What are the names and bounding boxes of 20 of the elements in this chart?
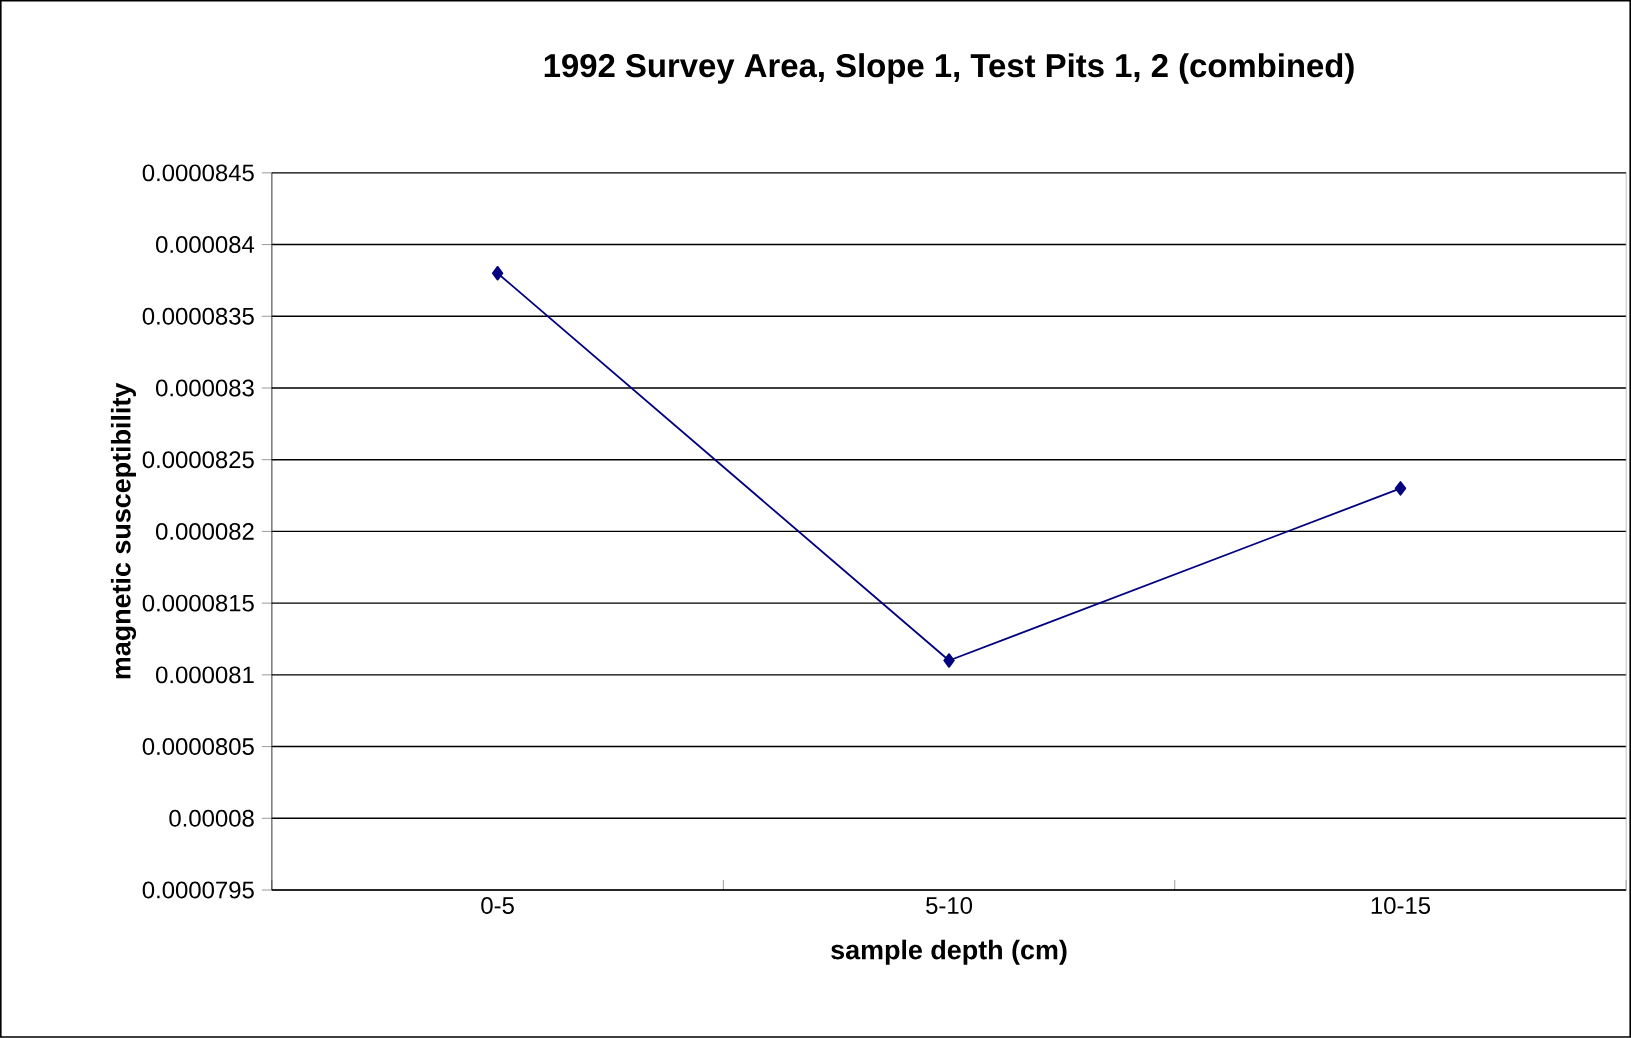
y-tick-label: 0.000084 (156, 236, 255, 254)
chart-title: 1992 Survey Area, Slope 1, Test Pits 1, 2 (combined) (544, 53, 1354, 84)
y-tick-label: 0.000082 (156, 523, 254, 540)
y-tick-label: 0.0000795 (142, 881, 254, 899)
point (943, 653, 955, 668)
point (1394, 481, 1407, 496)
x-tick-label: 5-10 (926, 897, 973, 915)
y-tick-label: 0.000083 (156, 379, 254, 397)
y-tick-label: 0.0000825 (142, 451, 254, 469)
x-tick-label: 10-15 (1371, 897, 1431, 915)
y-tick-label: 0.000081 (156, 666, 254, 684)
x-tick-label: 0-5 (481, 897, 514, 915)
x-axis-title: sample depth (cm) (831, 939, 1067, 965)
y-axis-title: magnetic susceptibility (110, 382, 137, 679)
y-tick-label: 0.0000835 (142, 307, 254, 325)
y-tick-label: 0.0000815 (142, 594, 254, 612)
point (491, 266, 504, 281)
y-tick-label: 0.0000805 (142, 738, 254, 756)
y-tick-label: 0.0000845 (142, 164, 254, 182)
y-tick-label: 0.00008 (169, 809, 254, 827)
